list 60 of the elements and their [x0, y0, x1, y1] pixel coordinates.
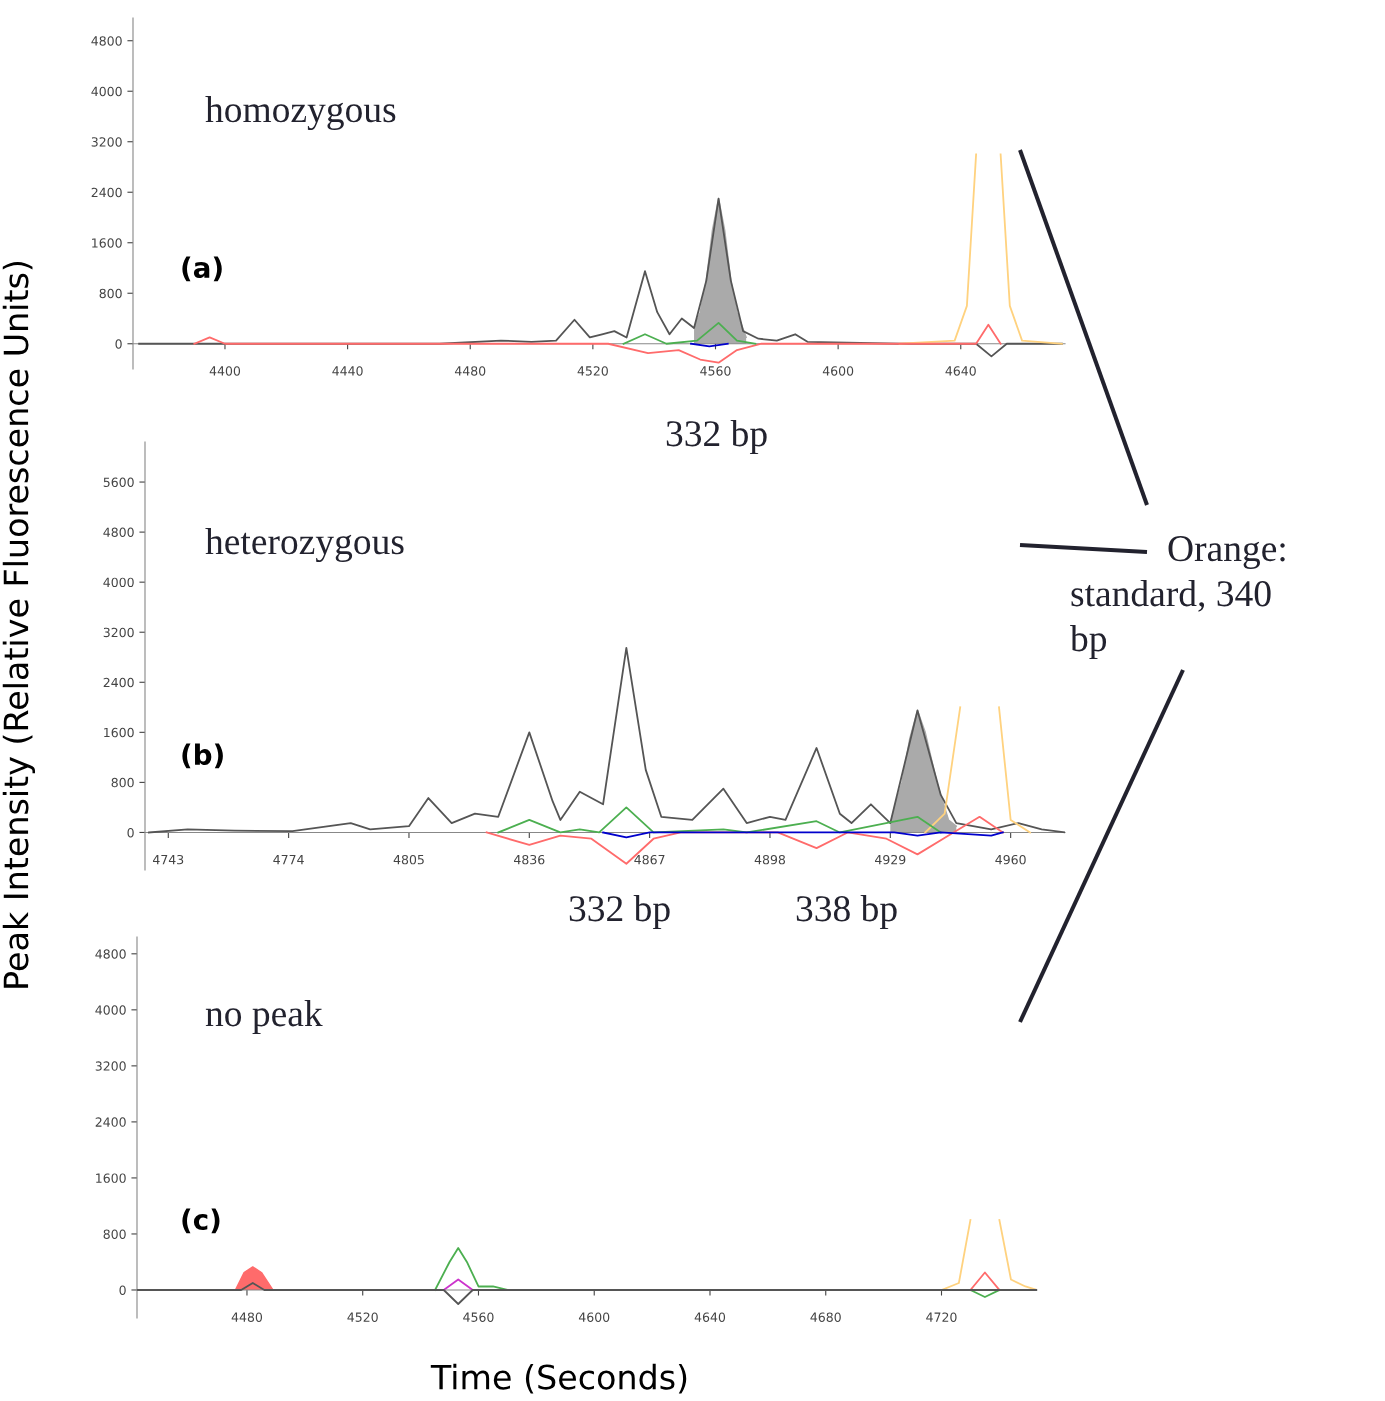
- y-tick-label: 4000: [103, 577, 134, 588]
- y-tick-label: 0: [119, 1285, 126, 1295]
- x-tick-label: 4560: [700, 366, 731, 376]
- annotation: heterozygous: [205, 527, 404, 563]
- text: 338 bp: [796, 895, 897, 929]
- x-tick-label: 4805: [393, 854, 424, 865]
- y-tick-label: 1600: [96, 1173, 126, 1183]
- y-tick-label: 4800: [91, 36, 122, 46]
- annotation: homozygous: [205, 95, 396, 131]
- x-tick-label: 4640: [694, 1312, 726, 1322]
- x-tick-label: 4400: [209, 366, 241, 376]
- y-axis-title: Peak Intensity (Relative Fluorescence Units): [2, 261, 35, 988]
- y-tick-label: 0: [127, 827, 134, 838]
- x-tick-label: 4520: [577, 366, 608, 376]
- x-tick-label: 4600: [578, 1312, 610, 1322]
- x-axis-title: Time (Seconds): [430, 1363, 687, 1394]
- line-series: [622, 322, 757, 345]
- y-tick-label: 4800: [103, 527, 134, 538]
- text: Orange: standard, 340 bp: [1070, 536, 1285, 659]
- line-series: [497, 806, 942, 834]
- x-tick-label: 4560: [463, 1312, 494, 1322]
- line-series: [147, 646, 1065, 834]
- text: 332 bp: [569, 895, 670, 929]
- y-tick-label: 800: [103, 1229, 126, 1239]
- annotation: no peak: [205, 1000, 323, 1034]
- annotation: (c): [182, 1208, 220, 1234]
- line-series: [193, 323, 1002, 364]
- x-tick-label: 4743: [153, 854, 184, 865]
- annotation: 332 bp: [666, 420, 767, 454]
- x-tick-label: 4640: [945, 366, 976, 376]
- y-tick-label: 2400: [91, 187, 122, 198]
- y-tick-label: 800: [111, 777, 134, 788]
- x-tick-label: 4867: [634, 854, 665, 865]
- y-tick-label: 5600: [103, 477, 134, 487]
- x-tick-label: 4774: [273, 855, 304, 865]
- x-tick-label: 4680: [810, 1312, 841, 1322]
- y-tick-label: 4000: [91, 86, 122, 97]
- x-tick-label: 4600: [822, 366, 854, 376]
- x-tick-label: 4480: [231, 1312, 263, 1322]
- x-tick-label: 4440: [332, 366, 363, 376]
- y-tick-label: 3200: [95, 1061, 126, 1071]
- y-tick-label: 2400: [103, 677, 134, 688]
- x-tick-label: 4898: [754, 854, 786, 865]
- y-tick-label: 4000: [95, 1005, 126, 1015]
- x-tick-label: 4720: [926, 1312, 957, 1322]
- y-tick-label: 1600: [92, 238, 122, 248]
- y-tick-label: 800: [99, 288, 122, 299]
- y-tick-label: 0: [115, 339, 122, 349]
- x-tick-label: 4520: [347, 1312, 378, 1322]
- x-tick-label: 4929: [875, 854, 906, 865]
- annotation: (b): [182, 743, 223, 769]
- y-tick-label: 3200: [103, 627, 134, 638]
- y-tick-label: 1600: [104, 727, 134, 738]
- y-tick-label: 4800: [95, 949, 126, 959]
- x-tick-label: 4480: [454, 366, 486, 376]
- y-tick-label: 3200: [91, 137, 122, 147]
- x-tick-label: 4836: [514, 854, 545, 865]
- annotation: (a): [182, 256, 222, 282]
- x-tick-label: 4960: [995, 854, 1026, 865]
- y-tick-label: 2400: [95, 1117, 126, 1127]
